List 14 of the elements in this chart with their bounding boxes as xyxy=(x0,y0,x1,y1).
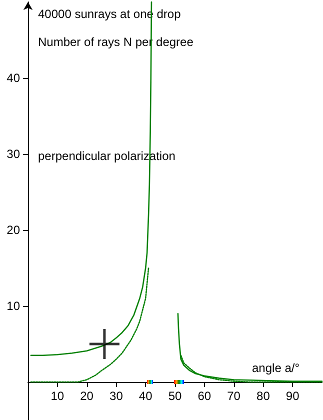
x-tick-label: 50 xyxy=(168,389,182,403)
x-tick-label: 80 xyxy=(256,389,270,403)
x-tick-label: 70 xyxy=(227,389,241,403)
y-tick-label: 10 xyxy=(6,299,20,313)
x-tick-label: 40 xyxy=(138,389,153,403)
x-tick-label: 60 xyxy=(198,389,212,403)
x-axis-title: angle a/° xyxy=(252,361,300,375)
x-tick-label: 10 xyxy=(50,389,64,403)
x-tick-label: 20 xyxy=(80,389,94,403)
y-tick-label: 40 xyxy=(6,71,20,85)
x-tick-label: 90 xyxy=(286,389,300,403)
y-tick-label: 20 xyxy=(6,223,20,237)
y-tick-label: 30 xyxy=(6,147,20,161)
x-tick-label: 30 xyxy=(110,389,124,403)
